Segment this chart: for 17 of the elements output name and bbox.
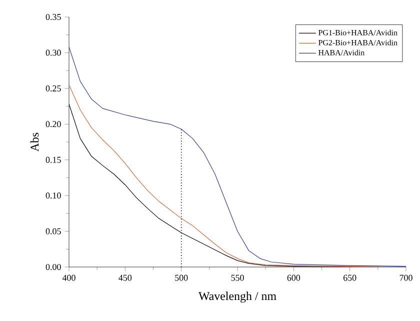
y-tick-label: 0.05 <box>46 228 61 234</box>
y-axis-title: Abs <box>30 132 39 152</box>
y-tick-label: 0.25 <box>46 85 61 92</box>
y-tick-label: 0.15 <box>46 156 61 163</box>
x-tick-label: 450 <box>118 274 132 281</box>
x-tick-label: 700 <box>400 274 412 281</box>
y-tick-label: 0.20 <box>46 121 61 128</box>
y-tick-label: 0.00 <box>46 264 61 270</box>
x-tick-label: 600 <box>287 274 300 281</box>
y-tick-label: 0.10 <box>46 192 61 199</box>
x-tick-label: 400 <box>62 274 76 281</box>
x-tick-label: 500 <box>175 274 188 281</box>
x-tick-label: 550 <box>231 274 244 281</box>
y-tick-label: 0.35 <box>46 14 61 20</box>
y-tick-label: 0.30 <box>46 50 61 56</box>
x-tick-label: 650 <box>344 274 356 281</box>
x-axis-title: Wavelengh / nm <box>198 292 276 303</box>
